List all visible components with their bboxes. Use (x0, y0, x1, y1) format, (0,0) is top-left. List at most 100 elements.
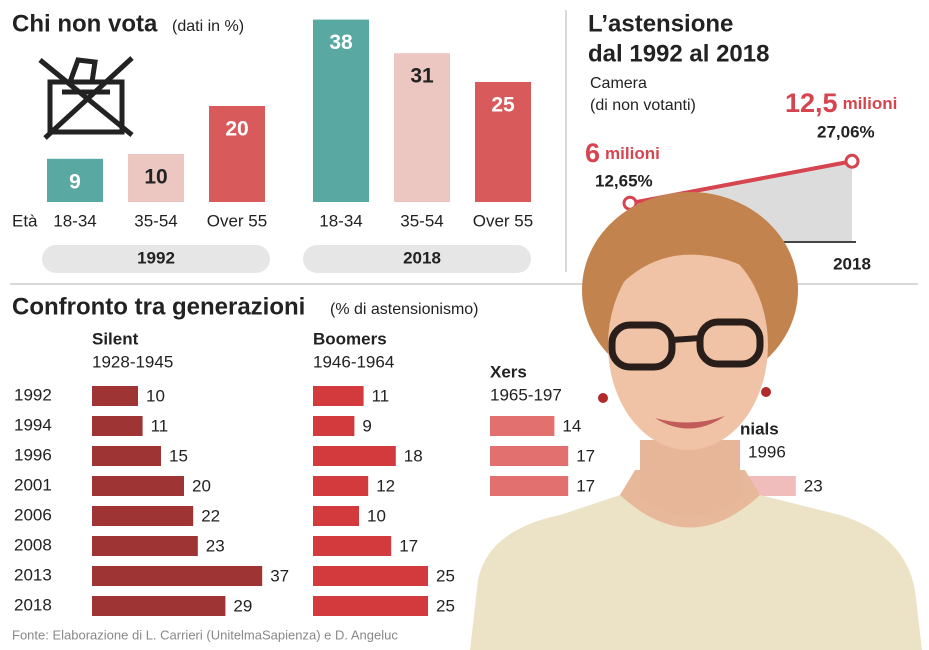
value-label: 9 (362, 416, 371, 435)
bar (313, 596, 428, 616)
chart-subtitle: (% di astensionismo) (330, 301, 479, 318)
bar (209, 106, 265, 202)
bar (92, 476, 184, 496)
y-tick-label: 2008 (14, 535, 52, 554)
value-label: 15 (169, 446, 188, 465)
text-part: 6 (585, 138, 600, 168)
value-label: 29 (233, 596, 252, 615)
series-period: 1996 (748, 442, 786, 461)
value-label: 11 (372, 386, 390, 405)
group-pill (303, 245, 531, 273)
bar (92, 506, 194, 526)
series-period: 1928-1945 (92, 352, 173, 371)
value-label: 17 (576, 446, 595, 465)
chart-title: L’astensione (588, 10, 733, 37)
bar (92, 386, 138, 406)
value-label: 20 (225, 118, 248, 141)
bar (313, 19, 369, 202)
bar (475, 82, 531, 202)
series-name: Boomers (313, 329, 387, 348)
y-tick-label: 2006 (14, 505, 52, 524)
group-label: 1992 (137, 248, 175, 267)
bar (490, 446, 569, 466)
bar (313, 446, 396, 466)
point (844, 153, 860, 169)
value-label: 27,06% (817, 122, 875, 141)
bar (92, 446, 161, 466)
x-tick-label: 2018 (833, 254, 871, 273)
x-tick-label: Over 55 (473, 211, 533, 230)
bar (313, 506, 359, 526)
x-tick-label: 18-34 (319, 211, 362, 230)
bar (313, 386, 364, 406)
x-tick-label: 35-54 (134, 211, 177, 230)
x-axis-label: Età (12, 211, 38, 230)
value-label: 11 (151, 416, 169, 435)
chart-title: Chi non vota (12, 10, 158, 37)
chart-subtitle: (di non votanti) (590, 97, 696, 114)
bar (490, 416, 555, 436)
chart-title: dal 1992 al 2018 (588, 40, 769, 67)
value-label: 25 (436, 566, 455, 585)
bar (490, 476, 569, 496)
bar (313, 536, 392, 556)
text-part: milioni (605, 144, 660, 163)
value-label: 38 (329, 31, 353, 54)
bar (92, 416, 143, 436)
bar (313, 416, 355, 436)
bar (92, 536, 198, 556)
y-tick-label: 2001 (14, 475, 52, 494)
annotation: 6 milioni (585, 138, 660, 168)
series-period: 1965-197 (490, 385, 562, 404)
series-name: nials (740, 419, 779, 438)
value-label: 12 (376, 476, 395, 495)
value-label: 25 (491, 94, 515, 117)
x-tick-label: 35-54 (400, 211, 443, 230)
bar (47, 158, 103, 202)
x-tick-label: 18-34 (53, 211, 96, 230)
value-label: 25 (436, 596, 455, 615)
series-name: Xers (490, 362, 527, 381)
value-label: 20 (192, 476, 211, 495)
value-label: 18 (404, 446, 423, 465)
bar (92, 566, 263, 586)
value-label: 14 (562, 416, 581, 435)
text-part: 12,5 (785, 88, 838, 118)
chart-subtitle: Camera (590, 75, 647, 92)
value-label: 22 (201, 506, 220, 525)
value-label: 37 (270, 566, 289, 585)
value-label: 10 (367, 506, 386, 525)
bar (394, 53, 450, 203)
y-tick-label: 1994 (14, 415, 52, 434)
y-tick-label: 2013 (14, 565, 52, 584)
series-name: Silent (92, 329, 139, 348)
group-label: 2018 (403, 248, 441, 267)
chart-subtitle: (dati in %) (172, 18, 244, 35)
bar (313, 566, 428, 586)
photo (470, 192, 922, 650)
value-label: 31 (410, 65, 434, 88)
series-period: 1946-1964 (313, 352, 394, 371)
y-tick-label: 2018 (14, 595, 52, 614)
text-part: milioni (843, 94, 898, 113)
value-label: 23 (206, 536, 225, 555)
value-label: 12,65% (595, 171, 653, 190)
bar (92, 596, 226, 616)
y-tick-label: 1996 (14, 445, 52, 464)
y-tick-label: 1992 (14, 385, 52, 404)
value-label: 17 (576, 476, 595, 495)
annotation: 12,5 milioni (785, 88, 897, 118)
group-pill (42, 245, 270, 273)
charts: Chi non vota (dati in %) Età 1992 9 18-34 10 35… (12, 10, 897, 616)
value-label: 9 (69, 170, 81, 193)
chart-title: Confronto tra generazioni (12, 293, 305, 320)
x-tick-label: Over 55 (207, 211, 267, 230)
value-label: 10 (144, 166, 167, 189)
value-label: 10 (146, 386, 165, 405)
value-label: 17 (399, 536, 418, 555)
bar (313, 476, 369, 496)
value-label: 23 (804, 476, 823, 495)
ballot-icon (38, 56, 134, 140)
source: Fonte: Elaborazione di L. Carrieri (Unit… (12, 627, 398, 642)
